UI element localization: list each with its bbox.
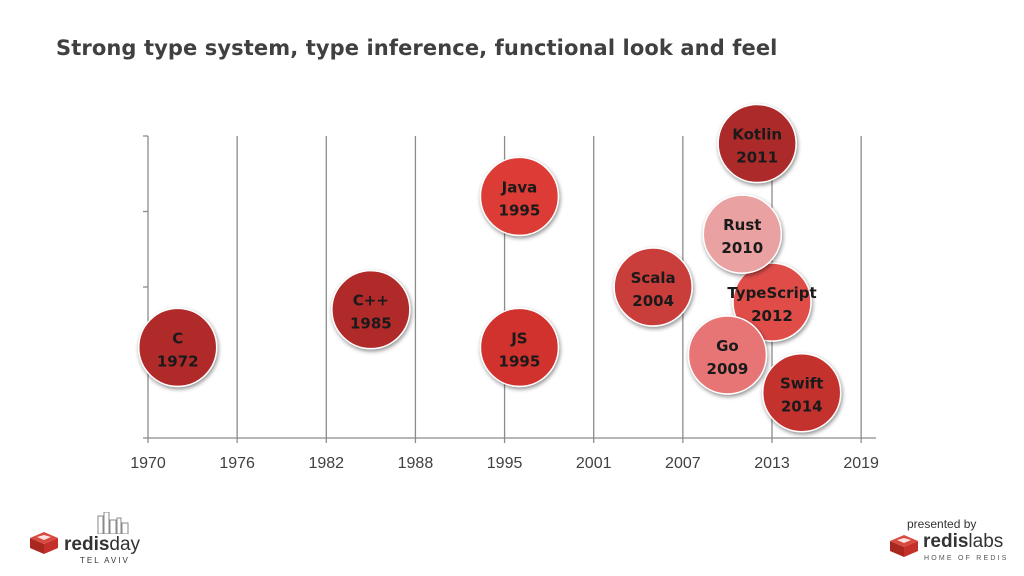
bubble-kotlin: Kotlin 2011 [717, 103, 797, 184]
bubble-circle [479, 307, 560, 388]
bubble-year-label: 2004 [632, 292, 674, 310]
bubble-name-label: Swift [780, 375, 824, 393]
bubble-typescript: TypeScript 2012 [727, 262, 817, 342]
bubble-year-label: 1972 [157, 352, 199, 370]
bubble-name-label: Kotlin [732, 126, 782, 144]
timeline-chart: 1970 1976 1982 1988 1995 2001 2007 2013 2019 C 19… [130, 103, 879, 472]
bubble-name-label: C++ [353, 292, 389, 310]
x-tick-labels: 1970 1976 1982 1988 1995 2001 2007 2013 2019 [130, 455, 879, 472]
redislabs-wordmark: redislabs [923, 531, 1004, 552]
bubble-swift: Swift 2014 [761, 352, 842, 433]
bubble-year-label: 2012 [751, 307, 793, 325]
bubble-circle [331, 269, 411, 350]
x-tick-label: 1970 [130, 455, 166, 472]
bubble-go: Go 2009 [687, 315, 768, 395]
bubble-circle [702, 194, 783, 274]
bubble-layer: C 1972 C++ 1985 JS 1995 Java 1995 Scala 2004 Kotli… [137, 103, 842, 433]
bubble-circle [761, 352, 842, 433]
bubble-year-label: 1985 [350, 315, 392, 333]
bubble-js: JS 1995 [479, 307, 560, 388]
tel-aviv-skyline-icon [97, 512, 129, 534]
redisday-subtitle: TEL AVIV [80, 556, 130, 565]
presented-by-label: presented by [907, 517, 977, 531]
bubble-year-label: 1995 [499, 201, 541, 219]
bubble-name-label: Rust [723, 216, 761, 234]
redislabs-tagline: HOME OF REDIS [924, 555, 1009, 562]
bubble-name-label: Go [716, 337, 739, 355]
bubble-java: Java 1995 [479, 156, 560, 237]
redisday-wordmark: redisday [64, 534, 141, 555]
redislabs-logo: presented by redislabs HOME OF REDIS [888, 515, 1008, 571]
bubble-name-label: Scala [631, 269, 676, 287]
bubble-name-label: JS [510, 329, 527, 347]
bubble-year-label: 2009 [707, 360, 749, 378]
x-tick-label: 2013 [754, 455, 790, 472]
x-tick-label: 1988 [398, 455, 434, 472]
x-tick-label: 1995 [487, 455, 523, 472]
x-tick-label: 1982 [308, 455, 344, 472]
redis-cube-icon [890, 535, 918, 557]
bubble-year-label: 2011 [736, 149, 778, 167]
x-tick-label: 1976 [219, 455, 255, 472]
x-tick-label: 2019 [843, 455, 879, 472]
redis-cube-icon [30, 532, 58, 554]
bubble-name-label: C [172, 329, 183, 347]
bubble-year-label: 1995 [499, 352, 541, 370]
bubble-circle [717, 103, 797, 184]
bubble-scala: Scala 2004 [613, 247, 693, 327]
x-tick-label: 2007 [665, 455, 701, 472]
x-tick-label: 2001 [576, 455, 612, 472]
bubble-name-label: Java [501, 178, 538, 196]
bubble-name-label: TypeScript [727, 284, 816, 302]
bubble-circle [732, 262, 812, 342]
slide-title: Strong type system, type inference, func… [56, 36, 778, 60]
bubble-circle [613, 247, 693, 327]
bubble-year-label: 2010 [721, 239, 763, 257]
bubble-year-label: 2014 [781, 398, 823, 416]
bubble-circle [137, 307, 218, 388]
bubble-circle [687, 315, 768, 395]
bubble-c-: C++ 1985 [331, 269, 411, 350]
bubble-circle [479, 156, 560, 237]
bubble-rust: Rust 2010 [702, 194, 783, 274]
redisday-logo: redisday TEL AVIV [28, 512, 141, 568]
bubble-c: C 1972 [137, 307, 218, 388]
